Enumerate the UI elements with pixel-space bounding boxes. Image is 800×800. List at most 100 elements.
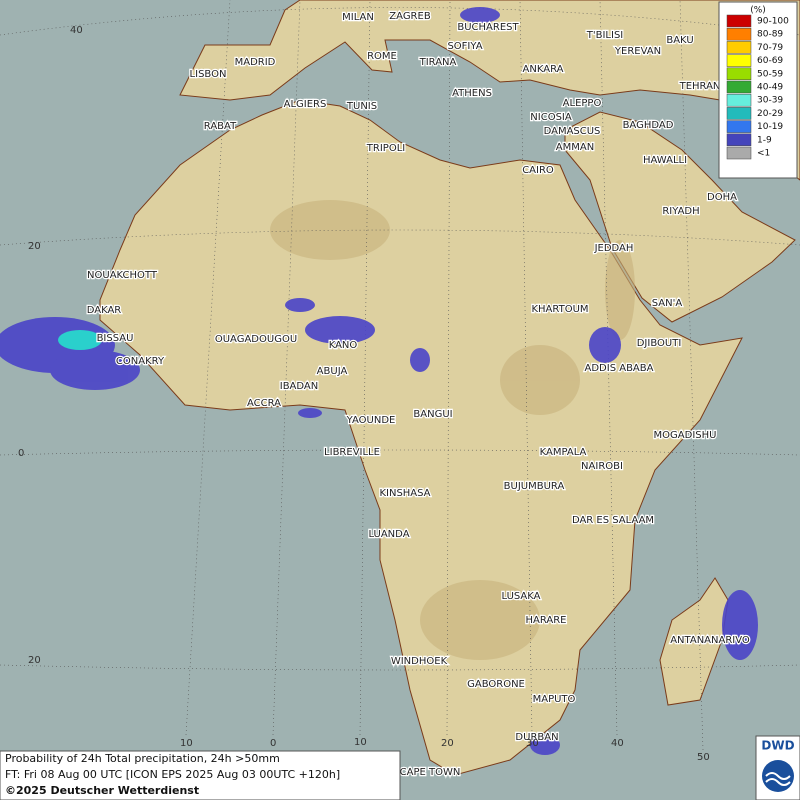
city-label: LUSAKA [502, 591, 541, 602]
legend-swatch [726, 133, 752, 147]
city-label: KAMPALA [540, 447, 587, 458]
legend-label: <1 [757, 149, 770, 159]
city-label: MADRID [235, 57, 276, 68]
city-label: YAOUNDE [346, 415, 396, 426]
lon-label: 30 [526, 738, 539, 749]
city-label: TEHRAN [679, 81, 721, 92]
city-label: RABAT [204, 121, 237, 132]
legend-swatch [726, 146, 752, 160]
city-label: CONAKRY [116, 356, 165, 367]
city-label: TRIPOLI [366, 143, 405, 154]
legend-title: (%) [750, 6, 766, 16]
caption: Probability of 24h Total precipitation, … [0, 750, 401, 800]
city-label: AMMAN [556, 142, 594, 153]
city-label: HAWALLI [643, 155, 687, 166]
legend-swatch [726, 80, 752, 94]
city-label: ANTANANARIVO [670, 635, 750, 646]
legend-swatch [726, 120, 752, 133]
city-label: KHARTOUM [531, 304, 588, 315]
lon-label: 10 [354, 737, 367, 748]
city-label: IBADAN [280, 381, 319, 392]
caption-line: ©2025 Deutscher Wetterdienst [5, 784, 199, 797]
legend-label: 10-19 [757, 122, 783, 132]
city-label: MOGADISHU [654, 430, 717, 441]
city-label: KANO [329, 340, 358, 351]
city-label: NAIROBI [581, 461, 623, 472]
city-label: ALEPPO [563, 98, 602, 109]
legend-swatch [726, 14, 752, 28]
legend-label: 20-29 [757, 109, 783, 119]
city-label: ATHENS [452, 88, 492, 99]
legend-label: 80-89 [757, 30, 783, 40]
city-label: HARARE [525, 615, 566, 626]
land [99, 0, 800, 776]
legend-label: 40-49 [757, 83, 783, 93]
city-label: LUANDA [368, 529, 409, 540]
caption-line: Probability of 24h Total precipitation, … [5, 752, 280, 765]
city-label: T'BILISI [586, 30, 623, 41]
city-label: MAPUTO [533, 694, 576, 705]
city-label: BAGHDAD [623, 120, 674, 131]
city-label: DURBAN [515, 732, 558, 743]
city-label: LIBREVILLE [324, 447, 380, 458]
city-label: BAKU [666, 35, 693, 46]
lat-label: 40 [70, 25, 83, 36]
legend-swatch [726, 27, 752, 41]
legend-label: 30-39 [757, 96, 783, 106]
city-label: ZAGREB [389, 11, 431, 22]
city-label: TUNIS [346, 101, 377, 112]
city-label: ABUJA [317, 366, 348, 377]
legend-label: 90-100 [757, 17, 789, 27]
city-label: DJIBOUTI [637, 338, 682, 349]
city-label: ADDIS ABABA [585, 363, 654, 374]
city-label: OUAGADOUGOU [215, 334, 297, 345]
legend-swatch [726, 107, 752, 120]
logo-waves [765, 772, 791, 786]
graticule-labels: 40 20 0 20 10 0 10 20 30 40 50 [18, 25, 710, 763]
city-label: DAKAR [87, 305, 122, 316]
lat-label: 20 [28, 655, 41, 666]
city-label: SAN'A [652, 298, 683, 309]
city-label: YEREVAN [614, 46, 661, 57]
lon-label: 20 [441, 738, 454, 749]
city-label: CAPE TOWN [400, 767, 461, 778]
city-label: BUCHAREST [457, 22, 519, 33]
city-label: LISBON [190, 69, 227, 80]
legend-label: 70-79 [757, 43, 783, 53]
legend-swatch [726, 93, 752, 107]
africa [99, 99, 743, 776]
city-label: ACCRA [247, 398, 281, 409]
legend-label: 60-69 [757, 56, 783, 66]
city-label: DAMASCUS [544, 126, 601, 137]
city-labels: MILAN ZAGREB BUCHAREST T'BILISI BAKU MADRID RO… [85, 10, 751, 780]
legend-swatch [726, 41, 752, 54]
lon-label: 10 [180, 738, 193, 749]
city-label: NOUAKCHOTT [87, 270, 158, 281]
city-label: BUJUMBURA [504, 481, 565, 492]
lon-label: 0 [270, 738, 276, 749]
city-label: RIYADH [662, 206, 699, 217]
caption-line: FT: Fri 08 Aug 00 UTC [ICON EPS 2025 Aug… [5, 768, 340, 781]
city-label: NICOSIA [530, 112, 572, 123]
city-label: ANKARA [523, 64, 564, 75]
logo-text: DWD [761, 739, 794, 753]
city-label: ROME [367, 51, 397, 62]
city-label: DOHA [707, 192, 737, 203]
legend-swatch [726, 67, 752, 81]
city-label: KINSHASA [379, 488, 430, 499]
lat-label: 0 [18, 448, 24, 459]
city-label: GABORONE [467, 679, 525, 690]
city-label: JEDDAH [594, 243, 634, 254]
city-label: ALGIERS [284, 99, 327, 110]
city-label: SOFIYA [447, 41, 482, 52]
city-label: WINDHOEK [391, 656, 448, 667]
lon-label: 50 [697, 752, 710, 763]
legend-label: 1-9 [757, 135, 772, 145]
dwd-logo: DWD [755, 735, 800, 800]
city-label: DAR ES SALAAM [572, 515, 654, 526]
precipitation-high [58, 330, 102, 350]
lon-label: 40 [611, 738, 624, 749]
lat-label: 20 [28, 241, 41, 252]
